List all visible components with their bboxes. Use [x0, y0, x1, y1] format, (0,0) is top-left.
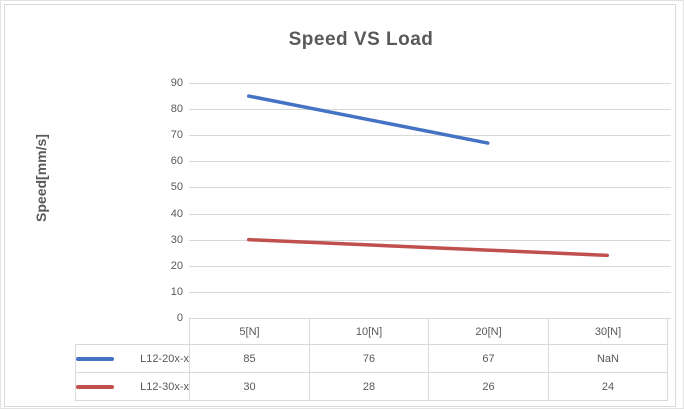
chart-title: Speed VS Load [288, 29, 434, 50]
legend-cell: L12-30x-x [75, 372, 190, 401]
y-axis-tick-label: 10 [170, 285, 183, 298]
table-value-cell: 76 [309, 344, 429, 373]
series-name: L12-30x-x [140, 380, 189, 393]
y-axis-tick-label: 40 [170, 207, 183, 220]
table-column-header: 10[N] [309, 318, 429, 345]
table-value-cell: 28 [309, 372, 429, 401]
table-column-header: 20[N] [428, 318, 549, 345]
y-axis-tick-label: 0 [176, 312, 183, 324]
series-name: L12-20x-x [140, 352, 189, 365]
y-axis-tick-label: 90 [170, 77, 183, 89]
chart-data-table-wrap: 5[N] 10[N] 20[N] 30[N] L12-20x-x 85 76 67 NaN L12… [75, 318, 668, 401]
chart-data-table: 5[N] 10[N] 20[N] 30[N] L12-20x-x 85 76 67 NaN L12… [75, 318, 668, 401]
y-axis-tick-label: 60 [170, 155, 183, 168]
y-axis-tick-label: 80 [170, 103, 183, 116]
y-axis-tick-label: 30 [170, 233, 183, 246]
series-line-L12-30x-x [247, 237, 609, 258]
plot-area [189, 83, 671, 319]
table-value-cell: 26 [428, 372, 549, 401]
table-corner-cell [76, 319, 190, 345]
table-column-header: 5[N] [189, 318, 310, 345]
table-value-cell: 24 [548, 372, 668, 401]
y-axis-tick-label: 70 [170, 129, 183, 142]
table-value-cell: 67 [428, 344, 549, 373]
table-row: L12-20x-x 85 76 67 NaN [75, 344, 668, 373]
table-value-cell: NaN [548, 344, 668, 373]
series-line-L12-20x-x [247, 94, 490, 145]
table-value-cell: 30 [189, 372, 310, 401]
table-value-cell: 85 [189, 344, 310, 373]
table-column-header: 30[N] [548, 318, 668, 345]
y-axis-tick-label: 20 [170, 259, 183, 272]
y-axis-title: Speed[mm/s] [33, 134, 49, 222]
table-row: L12-30x-x 30 28 26 24 [75, 372, 668, 401]
legend-key-line [76, 384, 114, 389]
y-axis-tick-label: 50 [170, 181, 183, 194]
legend-key-line [76, 356, 114, 361]
legend-cell: L12-20x-x [75, 344, 190, 373]
